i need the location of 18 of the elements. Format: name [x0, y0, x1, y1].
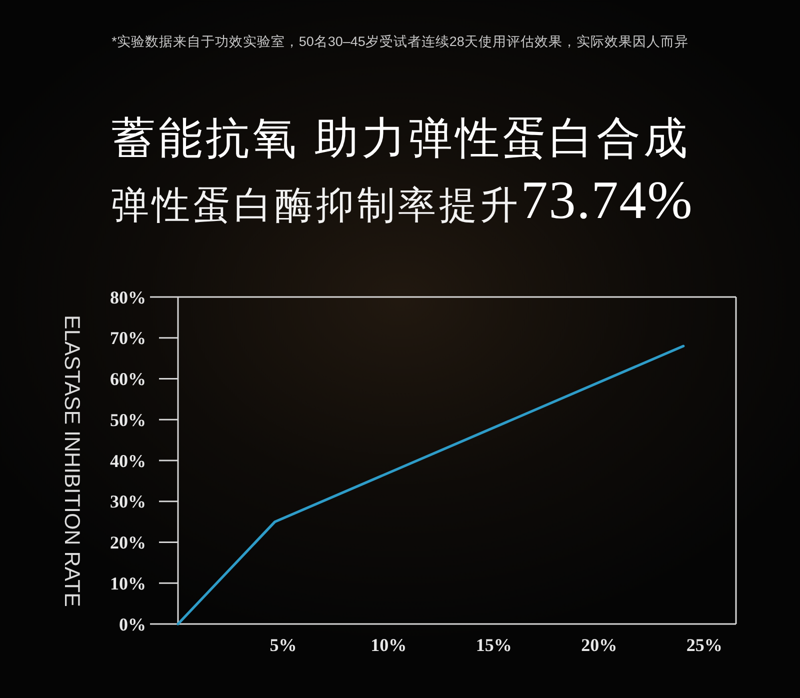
- chart-title: 蓄能抗氧 助力弹性蛋白合成: [111, 114, 691, 163]
- y-tick-label: 0%: [119, 614, 146, 634]
- x-tick-label: 15%: [476, 635, 512, 655]
- y-tick-label: 70%: [110, 328, 146, 348]
- y-tick-label: 50%: [110, 410, 146, 430]
- x-tick-label: 5%: [270, 635, 297, 655]
- y-tick-label: 30%: [110, 492, 146, 512]
- y-tick-label: 80%: [110, 287, 146, 308]
- y-axis-title: ELASTASE INHIBITION RATE: [60, 315, 84, 607]
- chart-subtitle: 弹性蛋白酶抑制率提升73.74%: [110, 170, 694, 230]
- x-tick-label: 20%: [581, 635, 618, 655]
- x-tick-label: 10%: [370, 635, 407, 655]
- y-tick-label: 20%: [110, 532, 146, 553]
- annotation: *实验数据来自于功效实验室，50名30–45岁受试者连续28天使用评估效果，实际效果因人而异: [112, 34, 688, 49]
- y-tick-label: 40%: [110, 450, 146, 471]
- y-tick-label: 60%: [110, 369, 146, 390]
- x-tick-label: 25%: [686, 635, 722, 655]
- y-tick-label: 10%: [110, 573, 146, 594]
